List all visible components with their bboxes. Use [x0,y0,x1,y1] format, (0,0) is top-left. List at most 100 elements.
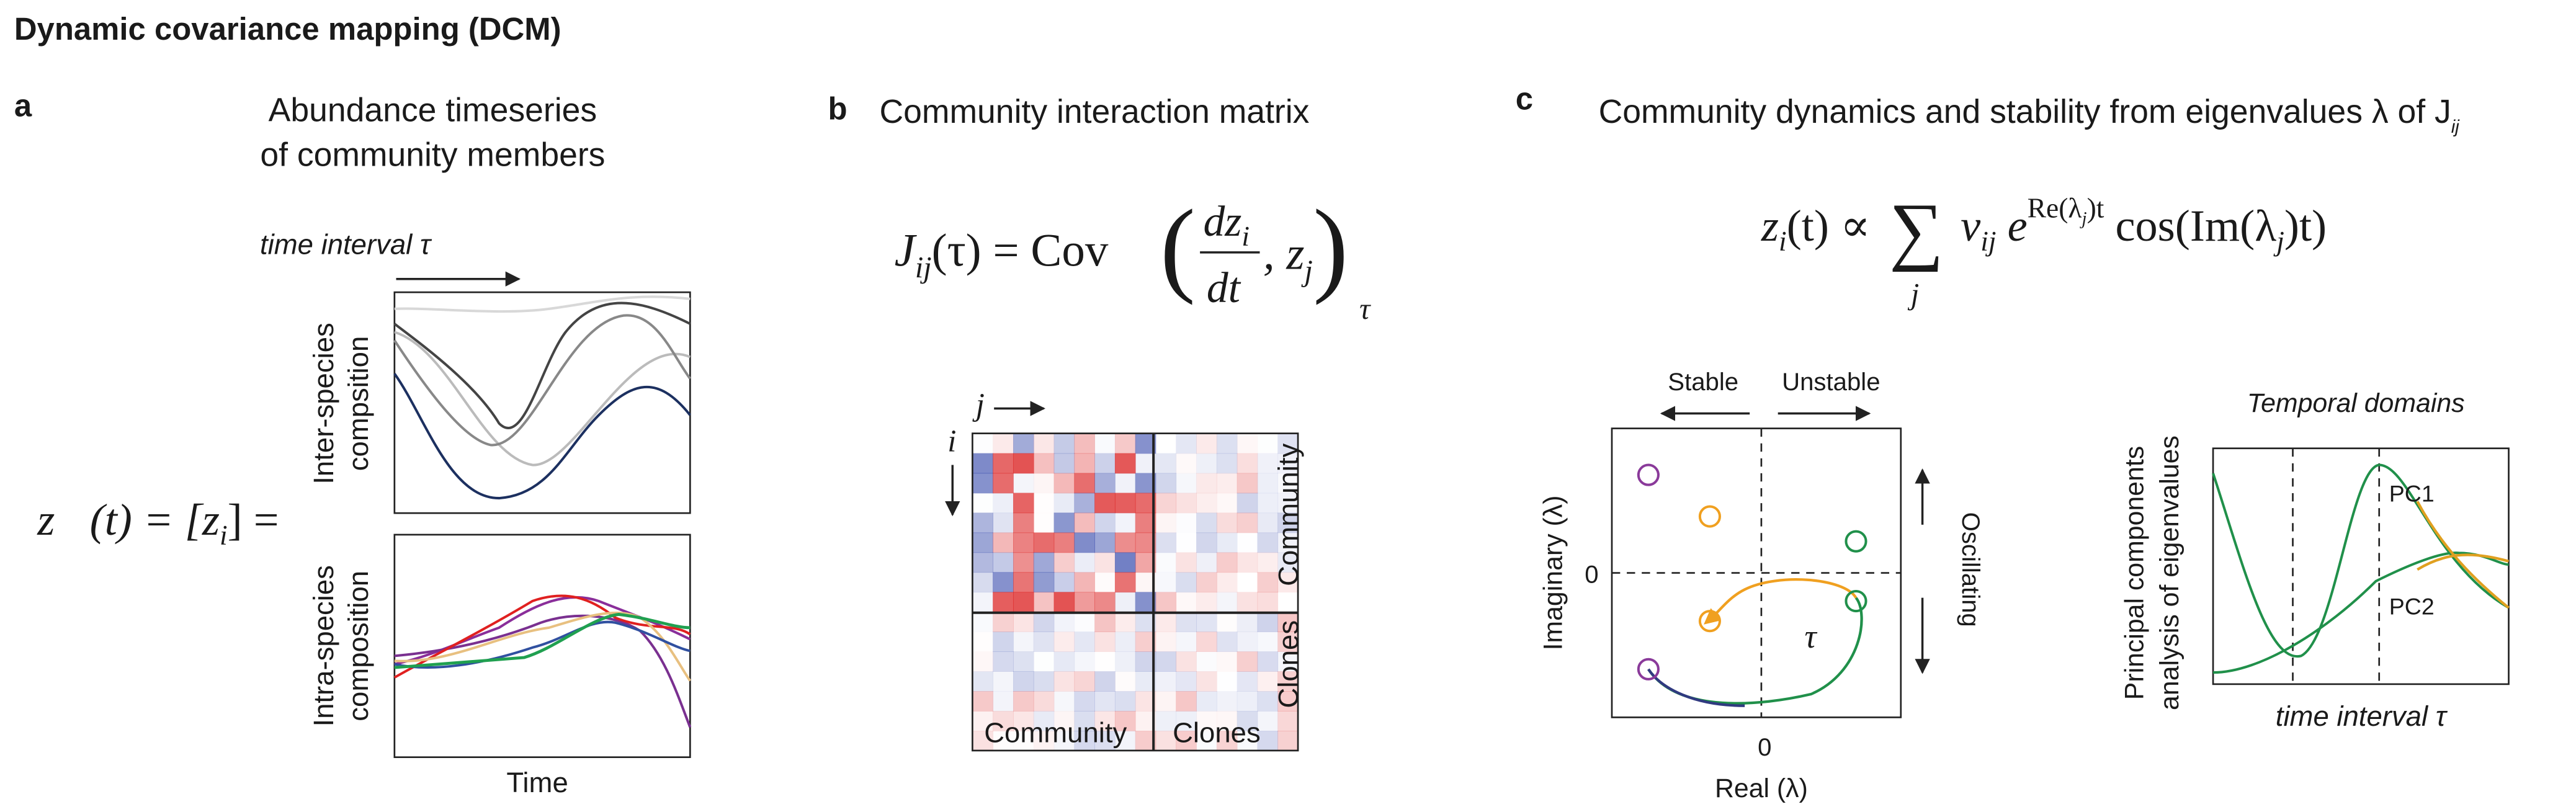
matrix-cell [1033,453,1055,474]
matrix-cell [1176,592,1197,612]
matrix-cell [1277,552,1299,573]
matrix-cell [972,473,993,494]
matrix-cell [1094,631,1116,652]
matrix-cell [1074,730,1095,751]
matrix-cell [1013,612,1034,633]
matrix-cell [993,592,1014,613]
trajectory [1647,597,1863,705]
matrix-cell [1237,512,1258,533]
matrix-cell [1156,552,1177,573]
matrix-cell [1216,631,1238,652]
matrix-cell [1257,711,1279,731]
matrix-cell [1033,552,1055,573]
plot-frame [2212,447,2510,685]
matrix-cell [1155,730,1177,751]
matrix-cell [1033,592,1055,613]
matrix-cell [1217,651,1238,672]
matrix-cell [1217,493,1238,514]
matrix-cell [1257,453,1279,474]
curve [394,295,691,313]
matrix-cell [1257,572,1279,593]
matrix-cell [1217,671,1238,692]
matrix-cell [972,552,993,573]
y-label: Imaginary (λ) [1539,496,1568,651]
matrix-cell [972,572,993,593]
plot-frame [393,291,691,514]
matrix-cell [1033,691,1055,712]
matrix-cell [1094,512,1116,533]
tau-label: τ [1805,618,1818,655]
tick-label: 0 [1758,733,1771,761]
matrix-cell [1176,552,1197,573]
matrix-cell [1277,572,1299,593]
y-label: Inter-species [308,323,339,484]
x-label: Time [506,767,568,798]
matrix-cell [1114,691,1136,712]
matrix-cell [1216,512,1238,533]
matrix-cell [1033,711,1055,731]
panel-c: c Community dynamics and stability from … [1516,81,2510,803]
matrix-cell [1094,552,1116,573]
matrix-cell [1196,572,1217,593]
matrix-cell [1216,711,1238,731]
matrix-cell [1114,651,1136,672]
matrix-cell [1155,612,1177,633]
pc1-curve [2416,501,2510,609]
matrix-cell [1053,532,1075,553]
eq-part: ij [1980,225,1996,257]
matrix-cell [1155,493,1177,514]
eq-part: (t) ∝ [1787,201,1871,251]
eq-part: ij [915,251,932,284]
matrix-cell [972,612,993,632]
matrix-cell [1053,453,1075,474]
matrix-cell [1074,532,1095,553]
equation: dt [1207,264,1241,312]
matrix-cell [1176,631,1197,652]
matrix-cell [1257,592,1279,613]
matrix-cell [1013,711,1034,731]
pc1-curve [2212,463,2510,658]
matrix-cell [1216,572,1238,593]
title-part: Community dynamics and stability from ei… [1599,94,2451,130]
unstable-label: Unstable [1782,368,1880,396]
curve [394,614,692,728]
matrix-cell [1277,671,1299,692]
matrix-cell [1053,612,1075,633]
matrix-cell [1176,612,1197,633]
matrix-cell [1013,532,1034,553]
matrix-cell [993,631,1014,652]
matrix-cell [1237,493,1258,514]
matrix-cell [1074,453,1095,474]
matrix-cell [1237,532,1258,553]
matrix-cell [1074,612,1095,632]
matrix-cell [1216,532,1238,553]
axis-label: Clones [1272,620,1304,708]
matrix-cell [1034,512,1055,533]
equation: z⃗(t) = [zi] = [37,495,279,551]
matrix-cell [1155,592,1177,613]
matrix-cell [1277,433,1299,454]
matrix-cell [972,631,993,652]
eq-part: z⃗(t) = [z [37,495,220,545]
matrix-cell [1033,631,1055,652]
matrix-cell [1114,473,1136,494]
matrix-cell [1034,493,1055,514]
eq-part: ∑ [1889,187,1944,272]
eq-part: )t [2087,192,2104,224]
y-label: composition [342,571,374,721]
equation: dzi [1203,198,1250,252]
matrix-cell [1277,651,1299,672]
heatmap [972,433,1299,751]
matrix-cell [1094,572,1116,592]
eq-part: J [895,225,918,276]
matrix-cell [1257,651,1279,672]
matrix-cell [993,612,1014,633]
matrix-cell [1277,532,1299,553]
matrix-cell [1176,651,1197,672]
trajectory [1704,578,1858,625]
matrix-cell [1094,493,1116,514]
eigenvalue [1698,610,1721,633]
matrix-cell [1155,532,1177,553]
matrix-cell [993,512,1014,533]
matrix-cell [1033,473,1055,494]
